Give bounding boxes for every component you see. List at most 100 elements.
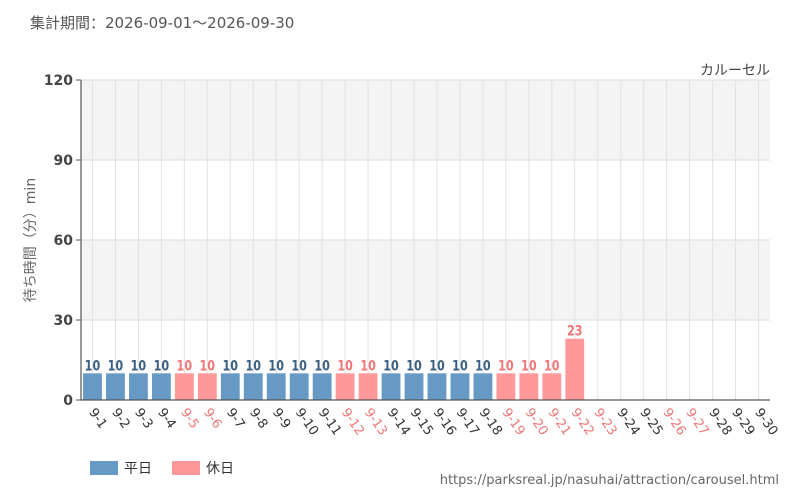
x-tick-label: 9-9 [269, 406, 293, 432]
x-tick-label: 9-27 [682, 406, 711, 439]
x-tick-label: 9-13 [361, 406, 390, 439]
bar-value-label: 10 [177, 357, 193, 374]
bar-value-label: 10 [383, 357, 399, 374]
value-labels: 10 10 10 10 10 10 10 10 10 10 10 10 10 10 10 10 10 10 10 10… [85, 322, 583, 373]
x-tick-label: 9-11 [315, 406, 344, 439]
x-tick-label: 9-26 [659, 406, 688, 439]
y-axis-label-wrap: 待ち時間（分）min [20, 160, 42, 320]
y-tick-label: 30 [54, 313, 74, 329]
bar [106, 373, 125, 400]
axes [76, 79, 770, 401]
bar-value-label: 10 [475, 357, 491, 374]
legend-item-holiday: 休日 [172, 458, 234, 478]
source-url[interactable]: https://parksreal.jp/nasuhai/attraction/… [439, 473, 779, 488]
bar [220, 373, 240, 400]
plot-band [81, 240, 770, 320]
bar-value-label: 10 [268, 357, 284, 374]
bar [197, 373, 217, 400]
y-tick-labels: 0 30 60 90 120 [44, 73, 73, 409]
weekday-swatch [90, 461, 118, 475]
bar-value-label: 10 [85, 357, 101, 374]
bar [151, 373, 171, 400]
x-tick-label: 9-7 [223, 406, 247, 432]
x-tick-label: 9-21 [545, 406, 574, 439]
bar [473, 373, 493, 400]
y-tick-label: 0 [63, 393, 73, 409]
bar [243, 373, 263, 400]
x-tick-label: 9-1 [85, 406, 109, 432]
bar [542, 373, 562, 400]
period-label: 集計期間：2026-09-01～2026-09-30 [30, 14, 295, 32]
x-tick-label: 9-20 [522, 406, 551, 439]
bar-value-label: 10 [108, 357, 124, 374]
plot-band [81, 160, 770, 240]
x-tick-label: 9-23 [590, 406, 619, 439]
bar-value-label: 10 [154, 357, 170, 374]
x-tick-label: 9-15 [407, 406, 436, 439]
x-tick-label: 9-18 [476, 406, 505, 439]
bar [450, 373, 470, 400]
vertical-gridlines [91, 80, 760, 400]
bar-value-label: 10 [452, 357, 468, 374]
bar [496, 373, 516, 400]
bar [335, 373, 355, 400]
legend: 平日 休日 [90, 458, 254, 478]
bar [404, 373, 424, 400]
x-tick-label: 9-14 [384, 406, 413, 439]
x-tick-label: 9-28 [705, 406, 734, 439]
x-tick-label: 9-10 [292, 406, 321, 439]
x-tick-label: 9-25 [636, 406, 665, 439]
x-tick-label: 9-19 [499, 406, 528, 439]
x-tick-label: 9-17 [453, 406, 482, 439]
plot-background [81, 80, 770, 400]
bar-value-label: 10 [337, 357, 353, 374]
bar-value-label: 10 [360, 357, 376, 374]
bar-value-label: 10 [429, 357, 445, 374]
x-tick-label: 9-3 [131, 406, 155, 432]
legend-item-weekday: 平日 [90, 458, 152, 478]
x-tick-label: 9-4 [154, 406, 178, 432]
horizontal-gridlines [81, 79, 770, 321]
plot-band [81, 320, 770, 400]
x-tick-label: 9-6 [200, 406, 224, 432]
bar [289, 373, 309, 400]
bar-value-label: 10 [498, 357, 514, 374]
y-tick-label: 120 [44, 73, 73, 89]
x-tick-label: 9-22 [568, 406, 597, 439]
y-axis-label: 待ち時間（分）min [23, 177, 39, 303]
bar-value-label: 23 [567, 322, 583, 339]
weekday-legend-label: 平日 [124, 461, 152, 477]
x-tick-labels: 9-19-29-39-49-59-69-79-89-99-109-119-129… [85, 406, 780, 439]
x-tick-label: 9-5 [177, 406, 201, 432]
bar-value-label: 10 [245, 357, 261, 374]
attraction-name: カルーセル [700, 63, 770, 79]
x-tick-label: 9-2 [108, 406, 132, 432]
bar-value-label: 10 [200, 357, 216, 374]
bar [358, 373, 378, 400]
bars [83, 338, 585, 400]
bar-value-label: 10 [222, 357, 238, 374]
bar-value-label: 10 [314, 357, 330, 374]
bar-value-label: 10 [291, 357, 307, 374]
holiday-legend-label: 休日 [206, 461, 234, 477]
bar-value-label: 10 [131, 357, 147, 374]
x-tick-label: 9-29 [728, 406, 757, 439]
bar-value-label: 10 [544, 357, 560, 374]
bar [312, 373, 332, 400]
bar [129, 373, 148, 400]
bar [266, 373, 286, 400]
bar [381, 373, 401, 400]
y-tick-label: 60 [54, 233, 74, 249]
holiday-swatch [172, 461, 200, 475]
x-tick-label: 9-12 [338, 406, 367, 439]
x-tick-label: 9-8 [246, 406, 270, 432]
bar [519, 373, 539, 400]
x-tick-label: 9-16 [430, 406, 459, 439]
x-tick-label: 9-24 [613, 406, 642, 439]
bar [83, 373, 102, 400]
plot-band [81, 80, 770, 160]
bar [427, 373, 447, 400]
bar-value-label: 10 [521, 357, 537, 374]
x-tick-label: 9-30 [751, 406, 780, 439]
